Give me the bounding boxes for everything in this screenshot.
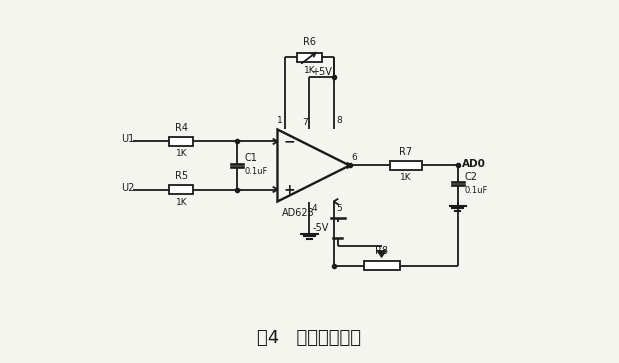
Text: R4: R4 [175, 123, 188, 132]
Polygon shape [376, 250, 387, 257]
Text: R8: R8 [375, 246, 388, 256]
Text: +5V: +5V [311, 68, 332, 77]
Bar [170, 185, 193, 194]
Text: 图4   信号放大电路: 图4 信号放大电路 [258, 329, 361, 347]
Bar [389, 161, 422, 170]
Bar [363, 261, 399, 270]
Text: 1K: 1K [176, 197, 187, 207]
Text: 6: 6 [352, 153, 357, 162]
Text: 8: 8 [337, 117, 342, 126]
Text: R7: R7 [399, 147, 412, 157]
Text: C1: C1 [245, 154, 258, 163]
Text: C2: C2 [465, 171, 478, 182]
Text: 0.1uF: 0.1uF [465, 185, 488, 195]
Text: −: − [284, 134, 295, 148]
Text: U1: U1 [121, 134, 135, 144]
Bar [298, 53, 321, 62]
Text: 1K: 1K [304, 66, 315, 75]
Text: R6: R6 [303, 37, 316, 48]
Bar [170, 137, 193, 146]
Text: 0.1uF: 0.1uF [245, 167, 268, 176]
Text: 1K: 1K [176, 150, 187, 159]
Text: -5V: -5V [312, 223, 329, 233]
Text: 1: 1 [277, 117, 282, 126]
Text: AD623: AD623 [282, 208, 314, 217]
Text: U2: U2 [121, 183, 135, 192]
Text: 4: 4 [311, 204, 317, 212]
Text: AD0: AD0 [462, 159, 485, 169]
Text: +: + [284, 183, 295, 196]
Text: 5: 5 [337, 204, 342, 212]
Text: R5: R5 [175, 171, 188, 181]
Text: 7: 7 [301, 118, 308, 127]
Text: 1K: 1K [400, 174, 412, 183]
